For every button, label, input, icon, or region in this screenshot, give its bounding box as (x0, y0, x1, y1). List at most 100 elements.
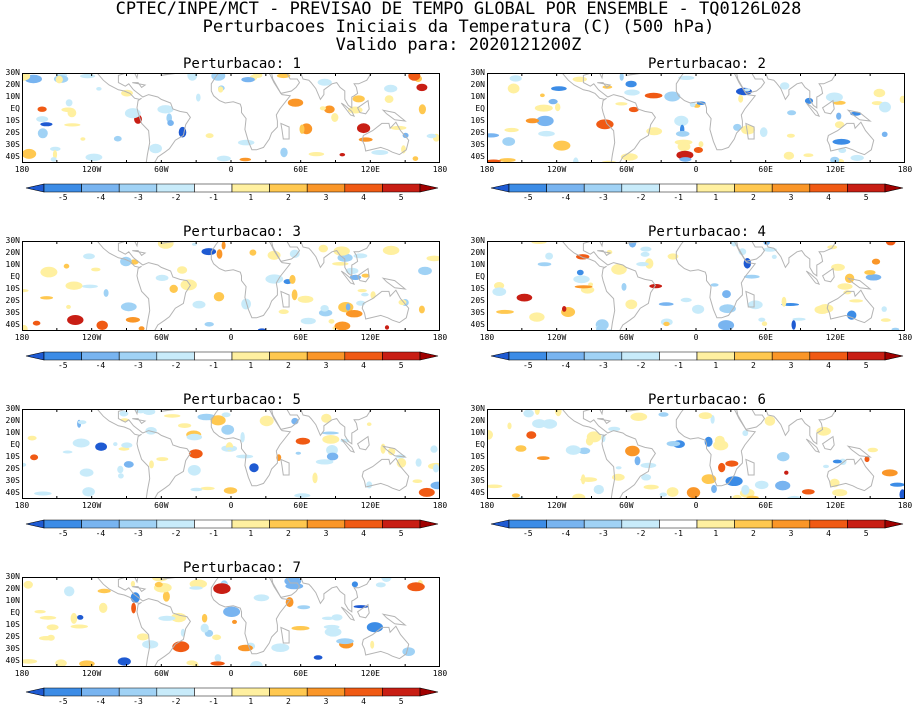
warm-anomaly (487, 159, 502, 163)
lon-label: 60W (154, 165, 169, 174)
warm-anomaly (499, 158, 516, 163)
coastline (271, 409, 301, 430)
lat-label: EQ (10, 608, 20, 617)
lat-label: 40S (5, 656, 20, 665)
coastline (96, 577, 192, 667)
warm-anomaly (418, 305, 425, 314)
cold-anomaly (113, 135, 122, 142)
colorbar-label: 4 (826, 193, 832, 202)
cold-anomaly (34, 491, 52, 496)
coastline (132, 418, 147, 425)
cold-anomaly (640, 462, 657, 469)
cold-anomaly (223, 447, 236, 451)
cold-anomaly (349, 274, 362, 280)
lon-label: 60W (619, 333, 634, 342)
cold-anomaly (565, 445, 581, 455)
colorbar-swatch (231, 351, 270, 361)
map-panel-4: Perturbacao: 4 30N 20N 10N EQ 10S 20S 30S 40S 180… (471, 224, 917, 376)
lat-label: 30S (5, 644, 20, 653)
colorbar-label: 3 (323, 361, 329, 370)
warm-anomaly (22, 148, 37, 159)
lat-label: EQ (475, 272, 485, 281)
colorbar-swatch (81, 351, 120, 361)
cold-anomaly (608, 426, 621, 432)
warm-anomaly (65, 281, 83, 290)
warm-anomaly (40, 266, 58, 278)
cold-anomaly (578, 447, 591, 455)
colorbar-label: 4 (361, 697, 367, 706)
warm-anomaly (319, 106, 326, 111)
warm-anomaly (540, 93, 545, 98)
coastline (381, 277, 407, 290)
lat-label: 20S (5, 632, 20, 641)
lat-label: 20S (470, 128, 485, 137)
warm-anomaly (412, 156, 419, 161)
warm-anomaly (718, 462, 726, 473)
warm-anomaly (63, 263, 70, 269)
cold-anomaly (658, 412, 669, 417)
subtitle: Perturbacoes Iniciais da Temperatura (C)… (202, 17, 715, 37)
warm-anomaly (761, 321, 768, 326)
warm-anomaly (786, 133, 795, 138)
colorbar-label: 5 (398, 361, 404, 370)
coastline (271, 577, 301, 598)
cold-anomaly (621, 283, 627, 291)
colorbar-swatch (344, 183, 383, 193)
lat-label: 30N (5, 404, 20, 413)
warm-anomaly (55, 75, 63, 84)
colorbar-swatch (696, 183, 735, 193)
warm-anomaly (553, 140, 571, 151)
colorbar-label: 5 (863, 529, 869, 538)
warm-anomaly (218, 86, 224, 93)
colorbar-swatch (847, 183, 886, 193)
cold-anomaly (664, 91, 681, 102)
lon-label: 0 (228, 165, 234, 174)
colorbar-label: 3 (323, 529, 329, 538)
coastline (161, 409, 179, 412)
warm-anomaly (525, 118, 539, 124)
colorbar-swatch (659, 351, 698, 361)
lat-label: 20N (5, 80, 20, 89)
colorbar-swatch (659, 519, 698, 529)
warm-anomaly (136, 633, 150, 641)
colorbar-swatch (156, 183, 195, 193)
coastline (561, 73, 657, 163)
colorbar-label: -2 (170, 361, 181, 370)
cold-anomaly (366, 622, 383, 633)
coastline (597, 250, 612, 257)
cold-anomaly (155, 274, 169, 281)
lat-label: 10N (5, 92, 20, 101)
cold-anomaly (294, 493, 311, 498)
valid-time: Valido para: 2020121200Z (335, 35, 582, 55)
lon-label: 60E (293, 333, 308, 342)
colorbar-swatch (43, 183, 82, 193)
warm-anomaly (418, 487, 435, 497)
coastline (745, 122, 755, 140)
warm-anomaly (70, 612, 78, 624)
coastline (736, 409, 766, 430)
coastline (736, 73, 766, 94)
lat-label: 10N (470, 428, 485, 437)
warm-anomaly (66, 304, 71, 309)
cold-anomaly (300, 317, 316, 325)
cold-anomaly (418, 266, 432, 276)
colorbar-swatch (25, 519, 45, 529)
warm-anomaly (169, 284, 178, 293)
lat-label: 40S (470, 488, 485, 497)
cold-anomaly (890, 482, 905, 487)
temperature-map (487, 409, 905, 499)
colorbar-swatch (659, 183, 698, 193)
cold-anomaly (317, 78, 332, 86)
warm-anomaly (30, 454, 39, 461)
warm-anomaly (649, 284, 663, 289)
warm-anomaly (79, 660, 95, 667)
warm-anomaly (588, 282, 594, 287)
cold-anomaly (192, 300, 206, 309)
lat-label: 30S (5, 476, 20, 485)
colorbar-swatch (118, 351, 158, 361)
warm-anomaly (701, 474, 717, 484)
colorbar-label: 5 (863, 361, 869, 370)
warm-anomaly (732, 494, 742, 499)
map-panel-7: Perturbacao: 7 30N 20N 10N EQ 10S 20S 30S 40S 180… (6, 560, 462, 712)
lon-label: 60W (619, 501, 634, 510)
